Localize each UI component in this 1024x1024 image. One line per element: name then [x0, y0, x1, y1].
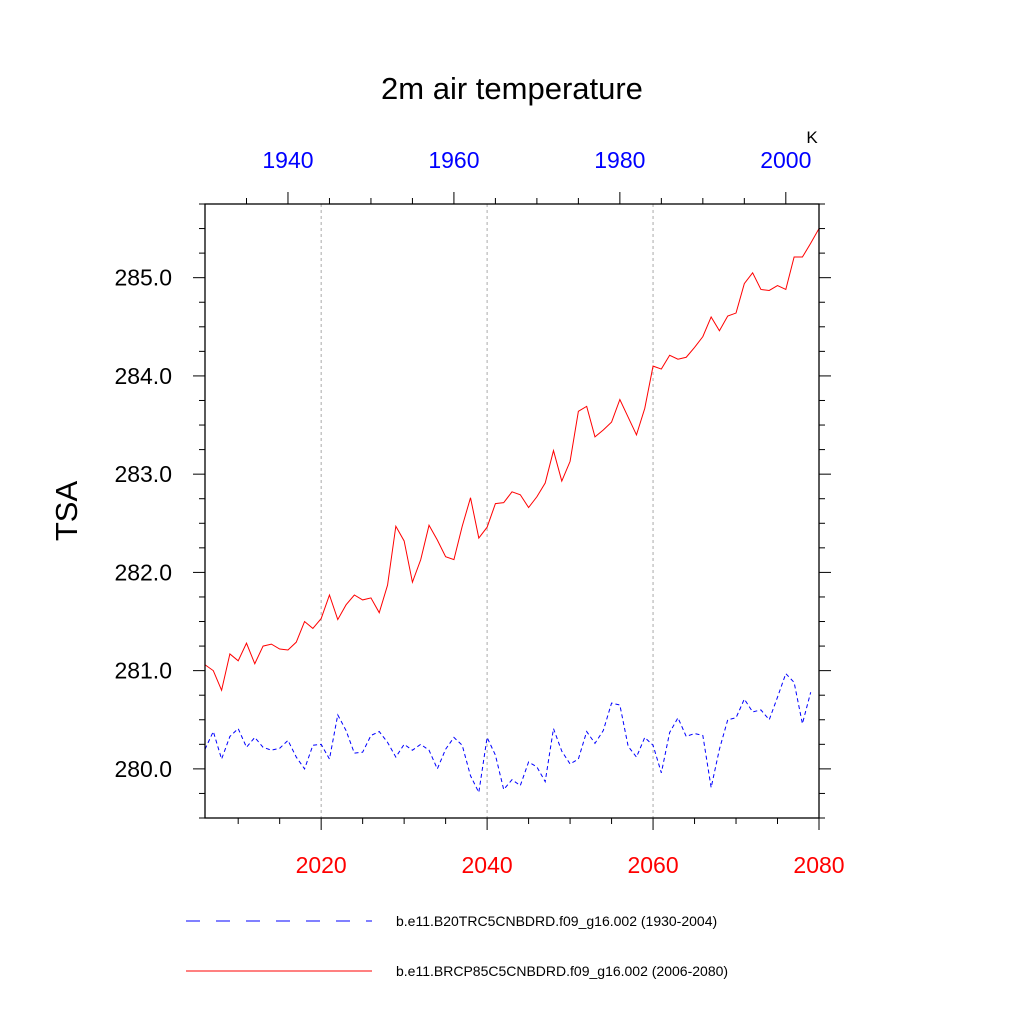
axes	[204, 203, 820, 819]
x-bottom-tick-label: 2080	[793, 852, 844, 878]
y-axis-label: TSA	[49, 481, 84, 542]
x-bottom-tick-label: 2040	[462, 852, 513, 878]
y-tick-label: 280.0	[114, 756, 172, 782]
y-tick-label: 285.0	[114, 265, 172, 291]
y-tick-label: 283.0	[114, 461, 172, 487]
x-bottom-tick-label: 2060	[627, 852, 678, 878]
x-bottom-tick-label: 2020	[296, 852, 347, 878]
chart-title: 2m air temperature	[381, 71, 643, 106]
x-top-tick-label: 1940	[262, 147, 313, 173]
legend-label-rcp85: b.e11.BRCP85C5CNBDRD.f09_g16.002 (2006-2…	[396, 963, 728, 979]
legend-label-historical: b.e11.B20TRC5CNBDRD.f09_g16.002 (1930-20…	[396, 913, 717, 929]
ticks: 280.0 281.0 282.0 283.0 284.0 285.0 2020 2040 20…	[114, 147, 844, 878]
legend: b.e11.B20TRC5CNBDRD.f09_g16.002 (1930-20…	[186, 913, 728, 979]
y-tick-label: 284.0	[114, 363, 172, 389]
y-tick-label: 282.0	[114, 559, 172, 585]
data-series	[204, 228, 820, 795]
gridlines	[320, 204, 654, 818]
series-line-historical	[204, 672, 812, 795]
series-line-rcp85	[204, 228, 820, 692]
x-top-tick-label: 2000	[760, 147, 811, 173]
x-top-tick-label: 1960	[428, 147, 479, 173]
plot-frame	[204, 203, 820, 819]
x-top-tick-label: 1980	[594, 147, 645, 173]
y-tick-label: 281.0	[114, 658, 172, 684]
units-label: K	[806, 128, 818, 147]
